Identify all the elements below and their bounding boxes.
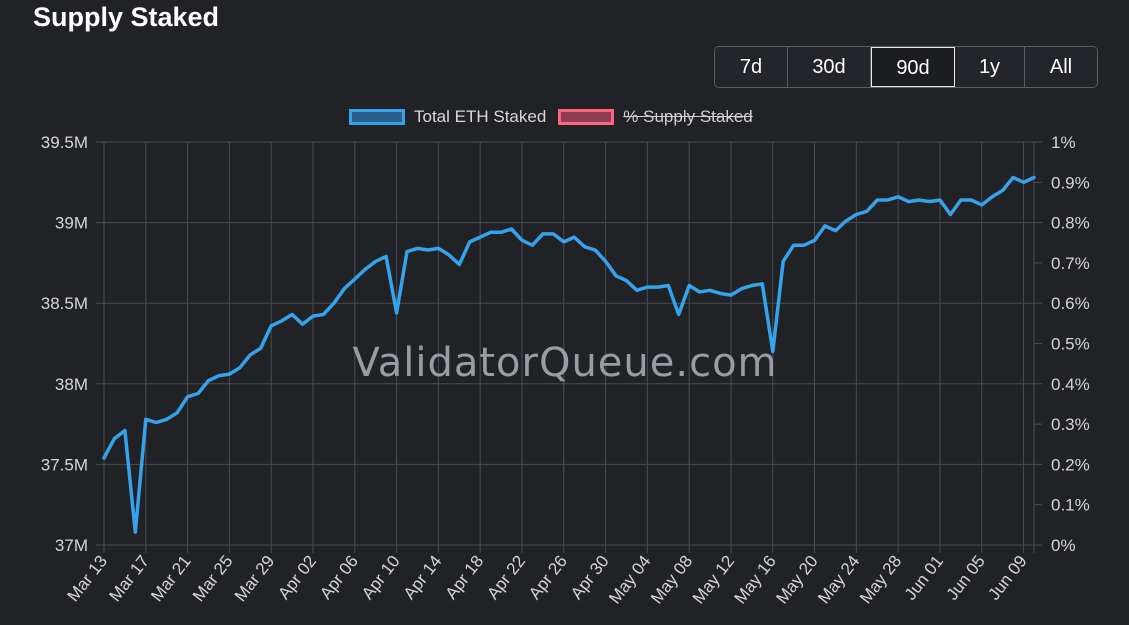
- chart-legend: Total ETH Staked % Supply Staked: [349, 106, 765, 128]
- x-tick-label: Apr 02: [274, 552, 320, 603]
- x-tick-label: May 16: [731, 552, 780, 608]
- y-left-tick-label: 38.5M: [41, 294, 88, 313]
- y-right-tick-label: 0.9%: [1051, 173, 1090, 192]
- legend-item-total-eth-staked[interactable]: Total ETH Staked: [349, 107, 546, 127]
- y-axis-left: 37M 37.5M 38M 38.5M 39M 39.5M: [41, 133, 88, 555]
- range-30d-button[interactable]: 30d: [788, 47, 871, 87]
- x-tick-label: Jun 09: [984, 552, 1030, 604]
- x-tick-label: Apr 18: [442, 552, 488, 603]
- page-title: Supply Staked: [33, 2, 220, 32]
- y-left-tick-label: 39.5M: [41, 133, 88, 152]
- x-tick-label: Mar 13: [64, 552, 112, 605]
- chart-grid: [96, 141, 1034, 553]
- range-selector: 7d 30d 90d 1y All: [714, 46, 1098, 88]
- x-tick-label: Apr 06: [316, 552, 362, 603]
- y-right-tick-label: 0.7%: [1051, 254, 1090, 273]
- range-1y-button[interactable]: 1y: [955, 47, 1025, 87]
- x-tick-label: Mar 25: [189, 552, 237, 605]
- range-all-button[interactable]: All: [1025, 47, 1097, 87]
- x-tick-label: Apr 26: [525, 552, 571, 603]
- range-90d-button[interactable]: 90d: [871, 47, 955, 87]
- x-tick-label: Jun 01: [901, 552, 947, 604]
- y-right-tick-label: 0.1%: [1051, 496, 1090, 515]
- x-tick-label: Apr 10: [358, 552, 404, 603]
- legend-swatch-pink: [558, 109, 615, 125]
- legend-label: % Supply Staked: [623, 107, 753, 126]
- y-left-tick-label: 39M: [55, 214, 88, 233]
- x-tick-label: May 20: [772, 552, 821, 608]
- y-right-tick-label: 0.8%: [1051, 214, 1090, 233]
- series-line-total-eth-staked: [102, 175, 1036, 534]
- series-layer: [102, 175, 1036, 534]
- legend-label: Total ETH Staked: [414, 107, 547, 126]
- y-right-tick-label: 0.2%: [1051, 455, 1090, 474]
- x-tick-label: Mar 29: [231, 552, 279, 605]
- y-left-tick-label: 37M: [55, 536, 88, 555]
- x-tick-label: May 04: [605, 552, 654, 608]
- y-right-tick-label: 0.6%: [1051, 294, 1090, 313]
- x-tick-label: Mar 21: [147, 552, 195, 605]
- y-left-tick-label: 37.5M: [41, 455, 88, 474]
- y-right-tick-label: 0.5%: [1051, 335, 1090, 354]
- y-left-tick-label: 38M: [55, 375, 88, 394]
- x-tick-label: Mar 17: [105, 552, 153, 605]
- x-tick-label: May 28: [856, 552, 905, 608]
- y-right-tick-label: 0.3%: [1051, 415, 1090, 434]
- y-right-tick-label: 0%: [1051, 536, 1076, 555]
- x-tick-label: Apr 22: [483, 552, 529, 603]
- x-tick-label: May 12: [689, 552, 738, 608]
- x-tick-label: May 08: [647, 552, 696, 608]
- y-right-tick-label: 1%: [1051, 133, 1076, 152]
- legend-item-supply-staked[interactable]: % Supply Staked: [558, 107, 753, 127]
- x-tick-label: Apr 14: [400, 552, 446, 603]
- legend-swatch-blue: [349, 109, 405, 125]
- x-tick-label: Jun 05: [943, 552, 989, 604]
- x-tick-label: May 24: [814, 552, 863, 608]
- y-right-tick-label: 0.4%: [1051, 375, 1090, 394]
- y-axis-right: 0% 0.1% 0.2% 0.3% 0.4% 0.5% 0.6% 0.7% 0.8% 0.9% 1%: [1033, 133, 1090, 555]
- range-7d-button[interactable]: 7d: [715, 47, 788, 87]
- watermark: ValidatorQueue.com: [352, 340, 777, 386]
